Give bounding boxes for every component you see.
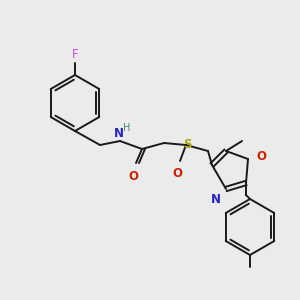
Text: O: O	[128, 170, 138, 183]
Text: H: H	[123, 123, 131, 133]
Text: F: F	[72, 48, 78, 61]
Text: N: N	[211, 193, 221, 206]
Text: O: O	[256, 151, 266, 164]
Text: S: S	[183, 137, 191, 151]
Text: O: O	[172, 167, 182, 180]
Text: N: N	[114, 127, 124, 140]
